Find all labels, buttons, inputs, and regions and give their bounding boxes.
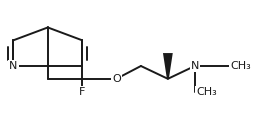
Text: O: O — [112, 74, 121, 84]
Text: F: F — [79, 87, 85, 97]
Polygon shape — [163, 53, 173, 79]
Text: CH₃: CH₃ — [196, 87, 217, 97]
Text: CH₃: CH₃ — [230, 61, 251, 71]
Text: N: N — [191, 61, 199, 71]
Text: N: N — [9, 61, 18, 71]
